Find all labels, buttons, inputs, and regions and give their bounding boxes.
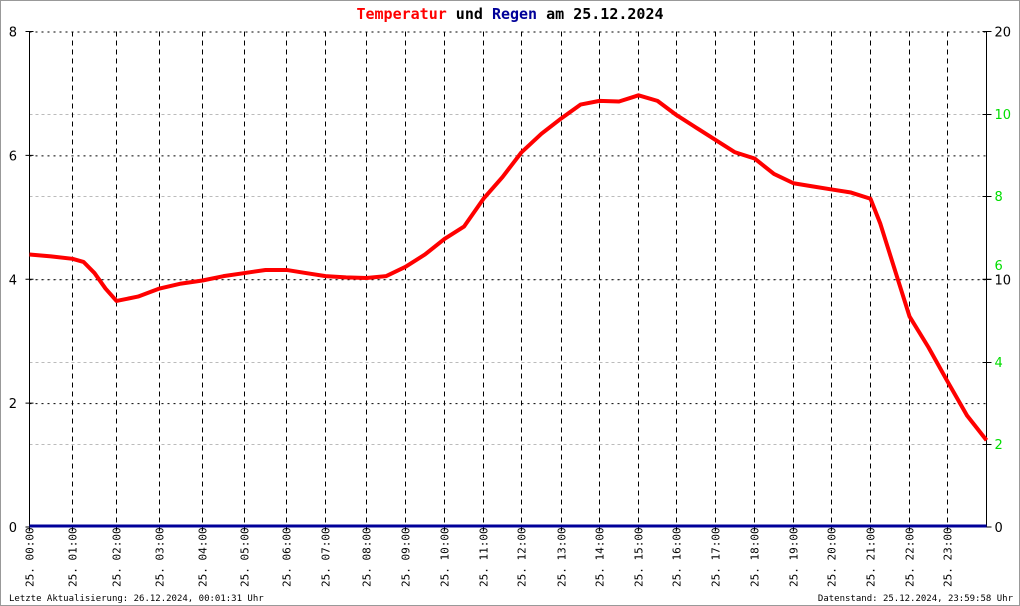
title-and: und xyxy=(446,5,492,23)
x-tick-label: 25. 02:00 xyxy=(111,527,124,587)
x-tick-label: 25. 15:00 xyxy=(633,527,646,587)
x-tick-label: 25. 14:00 xyxy=(594,527,607,587)
x-tick-label: 25. 19:00 xyxy=(788,527,801,587)
x-tick-label: 25. 23:00 xyxy=(942,527,955,587)
left-tick-label: 8 xyxy=(9,26,17,41)
right-green-tick-label: 8 xyxy=(995,190,1003,205)
right-tick-label: 10 xyxy=(995,273,1012,288)
left-tick-label: 2 xyxy=(9,397,17,412)
right-tick-label: 20 xyxy=(995,26,1012,41)
x-tick-label: 25. 10:00 xyxy=(439,527,452,587)
left-tick-label: 6 xyxy=(9,149,17,164)
x-tick-label: 25. 11:00 xyxy=(478,527,491,587)
x-tick-label: 25. 01:00 xyxy=(67,527,80,587)
x-tick-label: 25. 07:00 xyxy=(320,527,333,587)
x-tick-label: 25. 00:00 xyxy=(24,527,37,587)
right-green-tick-label: 10 xyxy=(995,108,1012,123)
right-green-tick-label: 4 xyxy=(995,356,1003,371)
right-green-tick-label: 6 xyxy=(995,259,1003,274)
last-update: Letzte Aktualisierung: 26.12.2024, 00:01… xyxy=(9,594,264,604)
x-tick-label: 25. 06:00 xyxy=(281,527,294,587)
chart-title: Temperatur und Regen am 25.12.2024 xyxy=(1,5,1019,23)
title-date: am 25.12.2024 xyxy=(537,5,664,23)
title-temperature: Temperatur xyxy=(356,5,447,23)
x-tick-label: 25. 22:00 xyxy=(904,527,917,587)
right-green-tick-label: 2 xyxy=(995,438,1003,453)
x-tick-label: 25. 04:00 xyxy=(197,527,210,587)
x-tick-label: 25. 18:00 xyxy=(749,527,762,587)
temperature-line xyxy=(29,93,989,442)
right-tick-label: 0 xyxy=(995,521,1003,536)
x-tick-label: 25. 03:00 xyxy=(154,527,167,587)
x-tick-label: 25. 20:00 xyxy=(826,527,839,587)
x-tick-label: 25. 16:00 xyxy=(671,527,684,587)
title-rain: Regen xyxy=(491,5,538,23)
data-status: Datenstand: 25.12.2024, 23:59:58 Uhr xyxy=(817,594,1013,604)
x-tick-label: 25. 21:00 xyxy=(865,527,878,587)
x-tick-label: 25. 17:00 xyxy=(710,527,723,587)
x-tick-label: 25. 09:00 xyxy=(400,527,413,587)
x-tick-label: 25. 13:00 xyxy=(556,527,569,587)
x-tick-label: 25. 05:00 xyxy=(239,527,252,587)
x-tick-label: 25. 12:00 xyxy=(516,527,529,587)
x-tick-label: 25. 08:00 xyxy=(361,527,374,587)
left-tick-label: 0 xyxy=(9,521,17,536)
left-tick-label: 4 xyxy=(9,273,17,288)
